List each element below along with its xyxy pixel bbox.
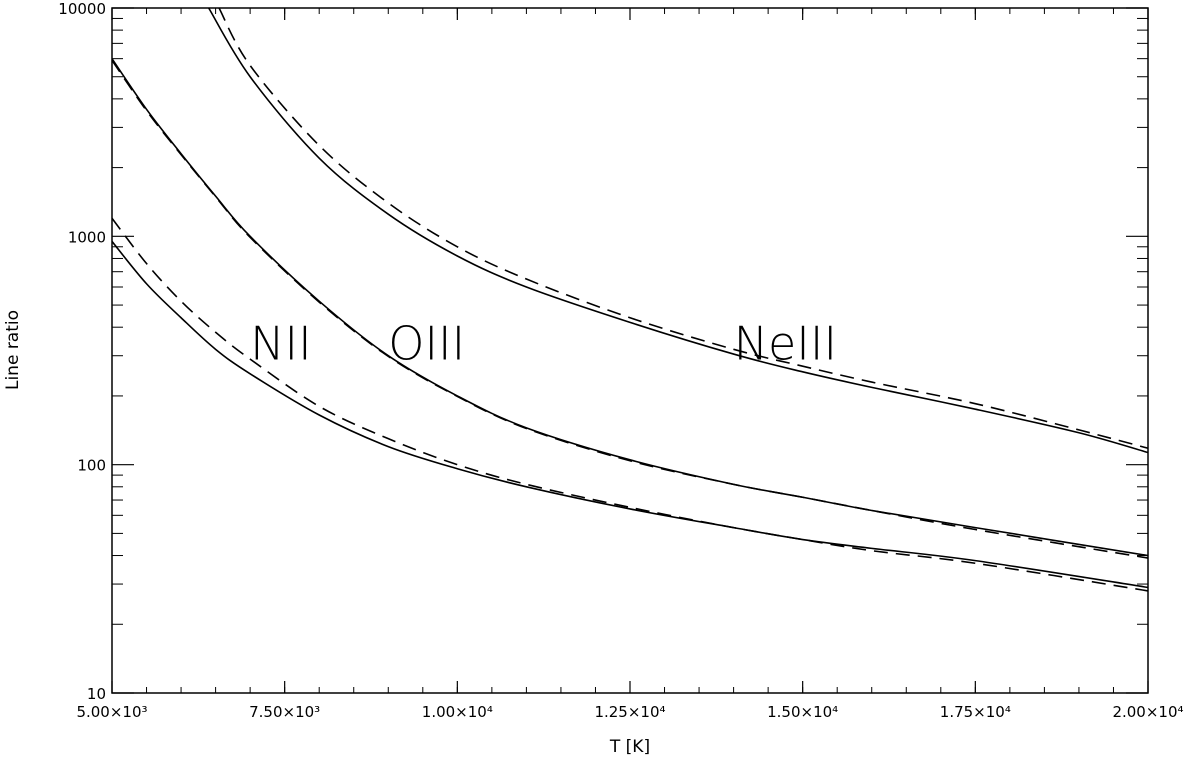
- series-group: [112, 8, 1148, 592]
- series-line-5-dashed: [112, 217, 1148, 592]
- curve-label-neiii: NeIII: [734, 316, 837, 370]
- curve-labels: NII OIII NeIII: [250, 316, 837, 370]
- axis-ticks: [111, 7, 1149, 694]
- y-axis-title: Line ratio: [3, 310, 23, 390]
- y-tick-label: 1000: [68, 228, 106, 246]
- x-tick-label: 1.50×10⁴: [767, 703, 838, 721]
- x-tick-label: 1.00×10⁴: [422, 703, 493, 721]
- y-tick-label: 10: [87, 685, 106, 703]
- series-line-4-solid: [112, 240, 1148, 589]
- x-axis-title: T [K]: [609, 737, 650, 757]
- series-line-2-solid: [112, 58, 1148, 557]
- y-tick-label: 100: [77, 457, 106, 475]
- series-line-0-solid: [208, 8, 1148, 454]
- x-tick-label: 5.00×10³: [76, 703, 147, 721]
- y-tick-label: 10000: [58, 0, 106, 18]
- x-tick-label: 1.25×10⁴: [594, 703, 665, 721]
- x-tick-label: 7.50×10³: [249, 703, 320, 721]
- curve-label-nii: NII: [250, 316, 312, 370]
- axis-tick-labels: 5.00×10³ 7.50×10³ 1.00×10⁴ 1.25×10⁴ 1.50×10⁴…: [58, 0, 1183, 721]
- series-line-1-dashed: [218, 8, 1148, 450]
- curve-label-oiii: OIII: [388, 316, 465, 370]
- x-tick-label: 1.75×10⁴: [940, 703, 1011, 721]
- x-tick-label: 2.00×10⁴: [1112, 703, 1183, 721]
- series-line-3-dashed: [112, 59, 1148, 559]
